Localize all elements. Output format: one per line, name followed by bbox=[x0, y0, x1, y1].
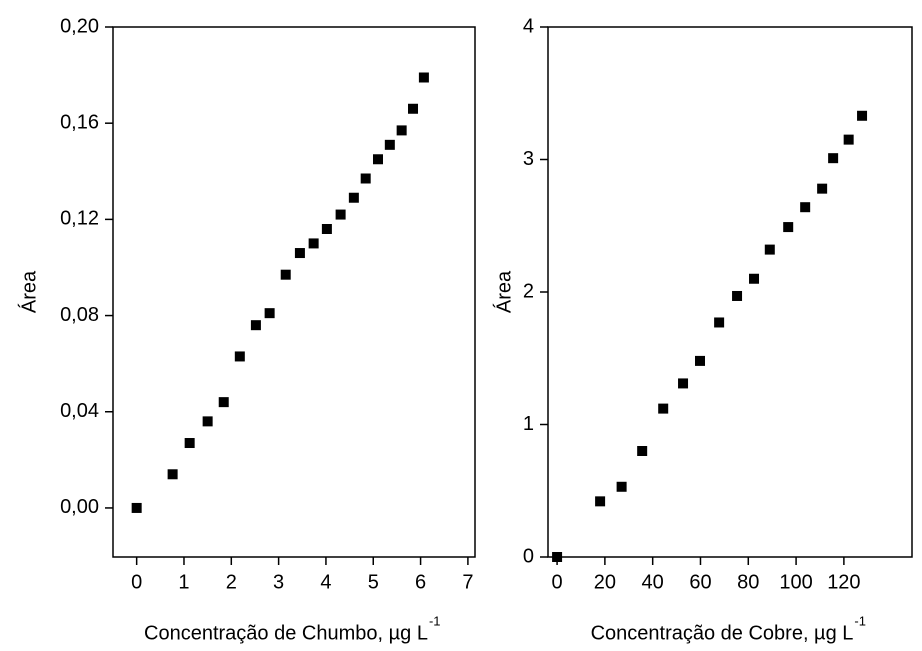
marker bbox=[800, 202, 811, 213]
marker bbox=[418, 72, 429, 83]
marker bbox=[294, 248, 305, 259]
marker bbox=[308, 238, 319, 249]
plot-frame bbox=[112, 26, 476, 558]
x-tick-label: 7 bbox=[462, 571, 473, 593]
x-tick-label: 40 bbox=[642, 571, 664, 593]
x-tick-label: 120 bbox=[827, 571, 860, 593]
x-axis-label-superscript: -1 bbox=[854, 613, 866, 628]
y-tick-label: 4 bbox=[523, 15, 534, 37]
marker bbox=[783, 222, 794, 233]
marker bbox=[184, 438, 195, 449]
y-tick-label: 0,00 bbox=[60, 496, 99, 518]
marker bbox=[372, 154, 383, 165]
marker bbox=[335, 209, 346, 220]
marker bbox=[250, 320, 261, 331]
y-axis-label: Área bbox=[492, 270, 515, 313]
x-tick-label: 100 bbox=[779, 571, 812, 593]
x-tick-label: 2 bbox=[226, 571, 237, 593]
x-tick-label: 3 bbox=[273, 571, 284, 593]
marker bbox=[131, 502, 142, 513]
plot-frame bbox=[547, 26, 913, 558]
marker bbox=[695, 355, 706, 366]
marker bbox=[396, 125, 407, 136]
y-tick-label: 3 bbox=[523, 148, 534, 170]
x-tick-label: 1 bbox=[178, 571, 189, 593]
marker bbox=[678, 378, 689, 389]
marker bbox=[817, 183, 828, 194]
marker bbox=[234, 351, 245, 362]
x-tick-label: 80 bbox=[737, 571, 759, 593]
marker bbox=[843, 134, 854, 145]
marker bbox=[280, 269, 291, 280]
marker bbox=[764, 244, 775, 255]
marker bbox=[749, 273, 760, 284]
marker bbox=[218, 397, 229, 408]
marker bbox=[828, 153, 839, 164]
y-tick-label: 0,08 bbox=[60, 304, 99, 326]
marker bbox=[167, 469, 178, 480]
x-tick-label: 5 bbox=[368, 571, 379, 593]
y-tick-label: 0,16 bbox=[60, 111, 99, 133]
x-axis-label-superscript: -1 bbox=[429, 613, 441, 628]
y-tick-label: 2 bbox=[523, 280, 534, 302]
x-tick-label: 60 bbox=[689, 571, 711, 593]
y-tick-label: 0 bbox=[523, 545, 534, 567]
x-axis-label: Concentração de Chumbo, µg L bbox=[144, 622, 428, 644]
marker bbox=[732, 290, 743, 301]
marker bbox=[616, 481, 627, 492]
x-tick-label: 4 bbox=[320, 571, 331, 593]
marker bbox=[857, 110, 868, 121]
x-tick-label: 6 bbox=[415, 571, 426, 593]
marker bbox=[360, 173, 371, 184]
marker bbox=[321, 223, 332, 234]
y-tick-label: 0,20 bbox=[60, 15, 99, 37]
marker bbox=[714, 317, 725, 328]
marker bbox=[595, 496, 606, 507]
marker bbox=[384, 139, 395, 150]
x-tick-label: 0 bbox=[131, 571, 142, 593]
x-tick-label: 0 bbox=[552, 571, 563, 593]
marker bbox=[408, 103, 419, 114]
marker bbox=[202, 416, 213, 427]
y-axis-label: Área bbox=[17, 270, 40, 313]
marker bbox=[637, 446, 648, 456]
marker bbox=[264, 308, 275, 319]
marker bbox=[658, 403, 669, 414]
y-tick-label: 0,04 bbox=[60, 400, 99, 422]
marker bbox=[348, 192, 359, 203]
x-axis-label: Concentração de Cobre, µg L bbox=[591, 622, 854, 644]
marker bbox=[552, 552, 563, 562]
x-tick-label: 20 bbox=[594, 571, 616, 593]
y-tick-label: 1 bbox=[523, 413, 534, 435]
y-tick-label: 0,12 bbox=[60, 208, 99, 230]
